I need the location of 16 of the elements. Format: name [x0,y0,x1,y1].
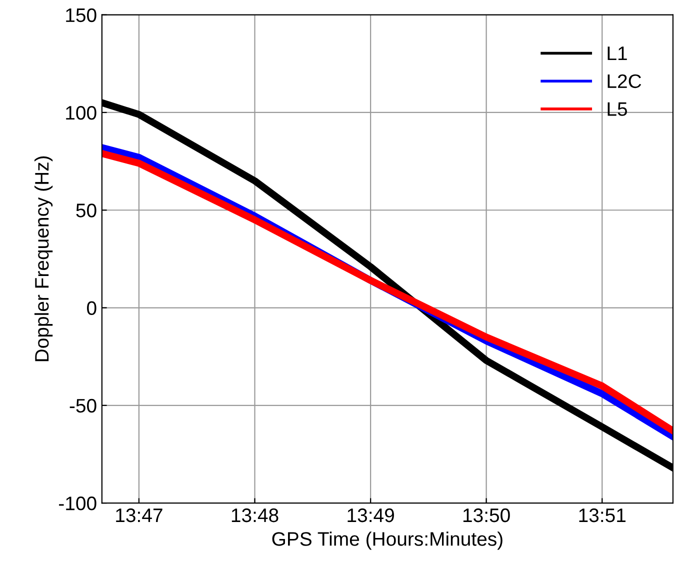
y-tick-label: 0 [87,301,96,316]
legend-label: L5 [608,102,628,116]
y-axis-title: Doppler Frequency (Hz) [34,156,53,362]
y-tick-label: 150 [66,8,96,22]
x-tick-label: 13:51 [579,508,626,522]
y-tick-label: -50 [70,398,96,413]
x-axis-title: GPS Time (Hours:Minutes) [272,532,502,550]
legend-label: L2C [608,74,642,88]
x-tick-label: 13:48 [232,508,278,522]
x-tick-label: 13:50 [463,508,510,522]
y-tick-label: 100 [66,106,96,120]
x-tick-label: 13:47 [116,508,162,522]
x-tick-label: 13:49 [348,508,394,522]
y-tick-label: 50 [76,204,96,218]
legend-label: L1 [608,46,627,60]
y-tick-label: -100 [59,496,96,510]
